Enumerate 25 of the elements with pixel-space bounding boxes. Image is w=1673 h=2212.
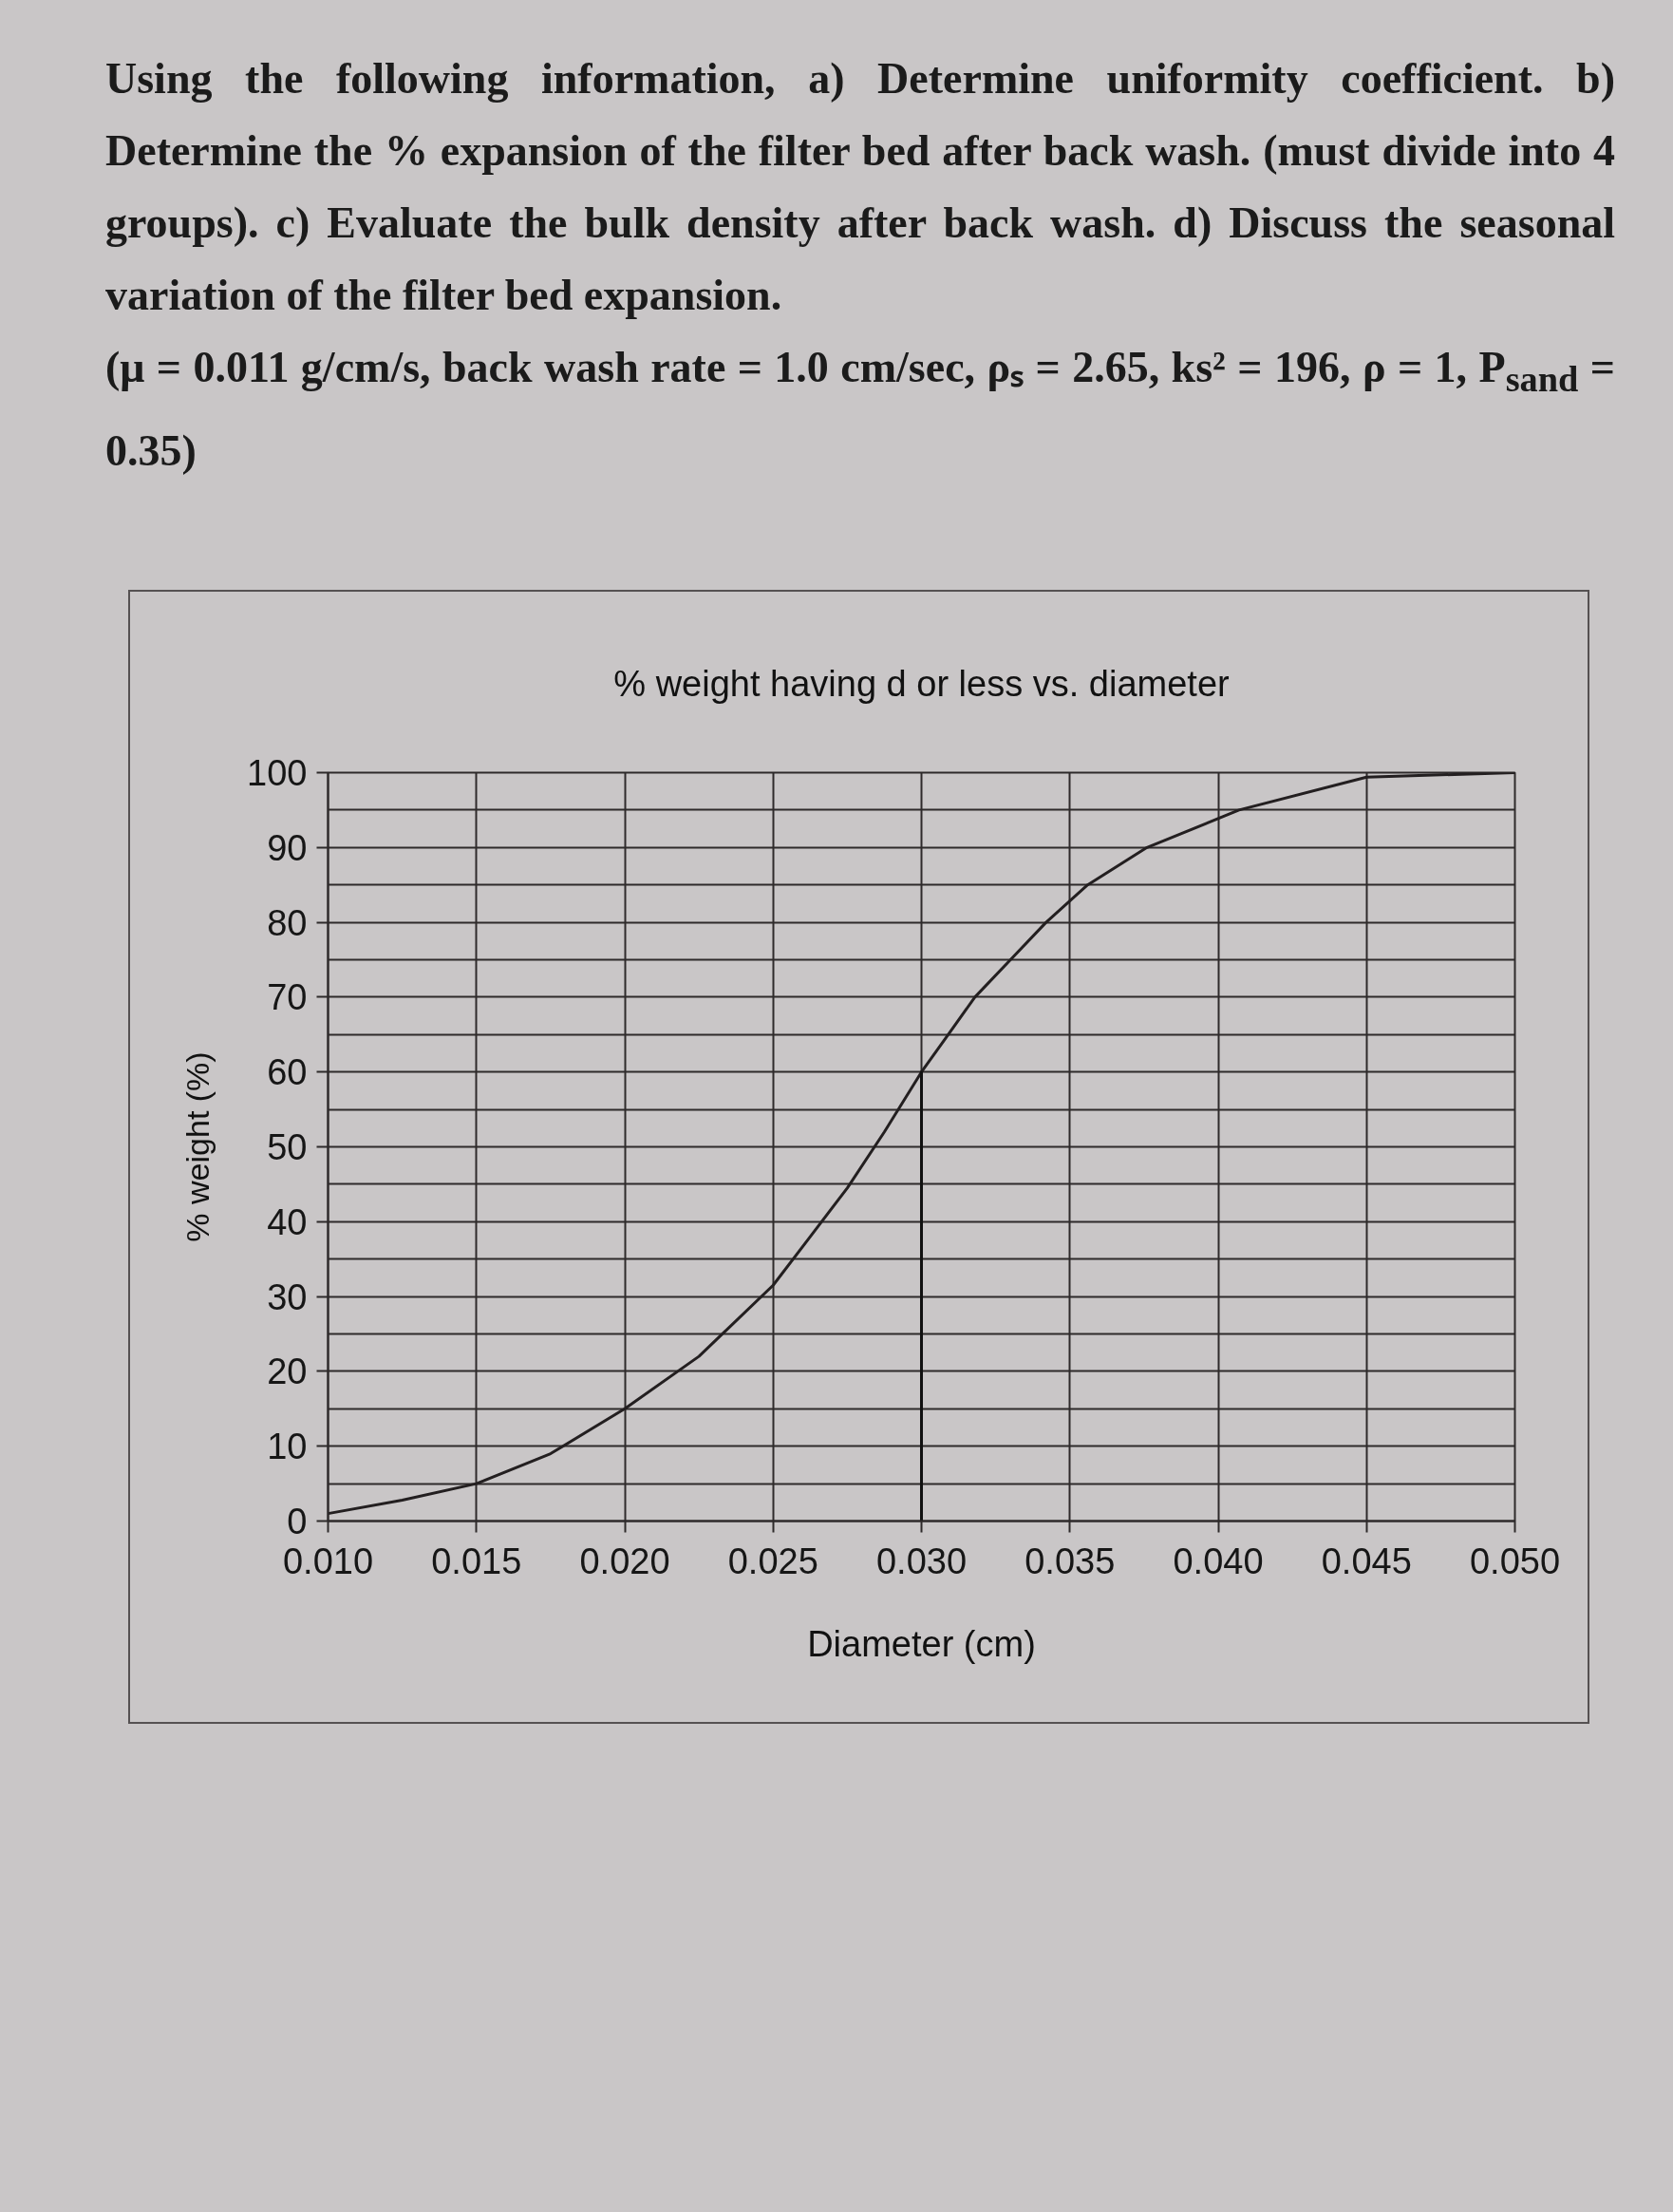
x-tick-label: 0.030 xyxy=(875,1541,968,1581)
text: (μ = 0.011 g/cm/s, back wash rate = 1.0 cm/sec, ρₛ = 2.65, ks² = 196, ρ = 1, P$_{sand}$ = 0.35) xyxy=(105,343,1615,476)
x-tick-label: 0.025 xyxy=(727,1541,818,1581)
x-axis-title: Diameter (cm) xyxy=(807,1623,1036,1664)
y-tick-label: 0 xyxy=(287,1502,308,1542)
x-tick-label: 0.045 xyxy=(1321,1541,1412,1581)
x-tick-label: 0.010 xyxy=(282,1541,374,1581)
y-tick-label: 50 xyxy=(267,1127,308,1168)
y-tick-label: 70 xyxy=(267,977,308,1018)
y-tick-label: 100 xyxy=(247,753,308,794)
y-tick-label: 30 xyxy=(267,1276,308,1317)
text: Using the following information, a) Determine uniformity coefficient. b) Determine the % expansion of the filter bed after back wash. (must divide into 4 groups). c) Evaluate the bulk density after back wash. d) Discuss the seasonal variation of the filter bed expansion. xyxy=(105,53,1615,321)
chart-title: % weight having d or less vs. diameter xyxy=(613,663,1231,704)
y-tick-label: 10 xyxy=(267,1427,308,1467)
x-tick-label: 0.035 xyxy=(1024,1541,1116,1581)
y-tick-label: 80 xyxy=(267,902,308,943)
y-axis-title: % weight (%) xyxy=(179,1051,216,1242)
x-tick-label: 0.050 xyxy=(1469,1541,1561,1581)
y-tick-label: 60 xyxy=(267,1052,308,1093)
y-tick-label: 20 xyxy=(267,1352,308,1392)
x-tick-label: 0.015 xyxy=(431,1541,522,1581)
y-tick-label: 40 xyxy=(267,1201,308,1242)
y-tick-label: 90 xyxy=(267,827,308,868)
x-tick-label: 0.020 xyxy=(579,1541,670,1581)
x-tick-label: 0.040 xyxy=(1173,1541,1264,1581)
